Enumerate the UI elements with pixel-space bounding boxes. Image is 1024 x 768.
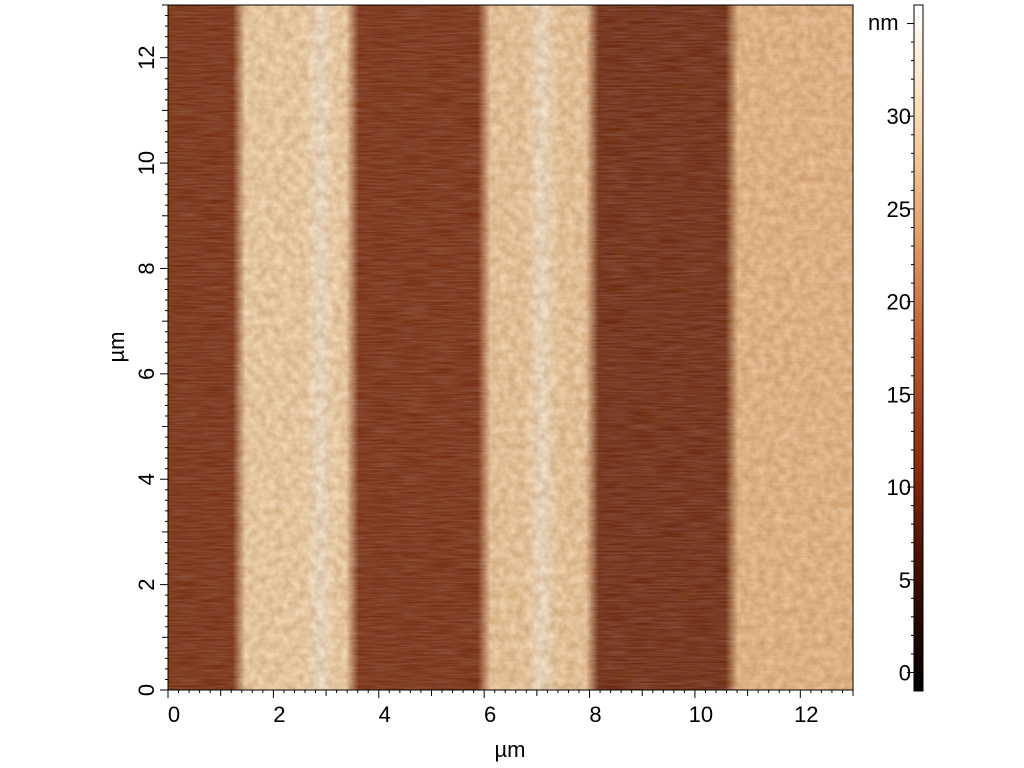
x-tick-label: 8	[589, 702, 601, 727]
height-map-image	[168, 5, 853, 690]
x-tick-label: 0	[168, 702, 180, 727]
x-tick-label: 2	[273, 702, 285, 727]
colorbar-tick-label: 15	[887, 382, 911, 407]
y-tick-label: 4	[134, 473, 159, 485]
x-tick-label: 6	[484, 702, 496, 727]
x-axis: 0 2 4 6 8 10 12	[167, 690, 854, 727]
colorbar-tick-label: 25	[887, 197, 911, 222]
y-axis-label: µm	[104, 331, 129, 362]
colorbar: 0 5 10 15 20 25 30 nm	[868, 4, 924, 692]
x-tick-label: 12	[794, 702, 818, 727]
colorbar-ticks: 0 5 10 15 20 25 30	[887, 23, 914, 685]
y-tick-label: 8	[134, 262, 159, 274]
y-tick-label: 6	[134, 368, 159, 380]
y-tick-label: 0	[134, 684, 159, 696]
plot-frame	[167, 4, 854, 691]
y-tick-label: 2	[134, 578, 159, 590]
x-tick-label: 10	[689, 702, 713, 727]
colorbar-tick-label: 30	[887, 104, 911, 129]
height-map-texture	[168, 5, 853, 690]
colorbar-unit-label: nm	[868, 10, 899, 35]
colorbar-tick-label: 10	[887, 475, 911, 500]
colorbar-scale	[913, 4, 924, 692]
y-tick-label: 10	[134, 151, 159, 175]
x-tick-label: 4	[379, 702, 391, 727]
y-axis: 0 2 4 6 8 10 12	[134, 4, 168, 696]
colorbar-tick-label: 20	[887, 290, 911, 315]
y-tick-label: 12	[134, 45, 159, 69]
colorbar-tick-label: 0	[899, 660, 911, 685]
colorbar-tick-label: 5	[899, 568, 911, 593]
x-axis-label: µm	[494, 737, 525, 762]
